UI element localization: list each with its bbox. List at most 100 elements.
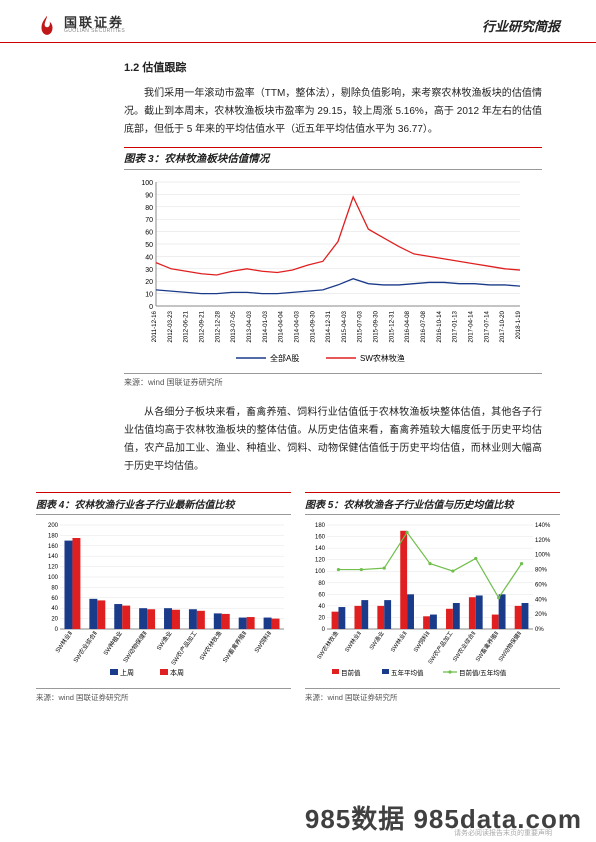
svg-text:180: 180 [315, 523, 326, 529]
svg-text:100%: 100% [535, 553, 551, 559]
svg-text:0: 0 [55, 627, 59, 633]
chart4-title: 图表 4：农林牧渔行业各子行业最新估值比较 [36, 492, 291, 515]
watermark: 985数据 985data.com [305, 799, 582, 836]
svg-text:目前值/五年均值: 目前值/五年均值 [459, 668, 507, 677]
svg-text:SW渔业: SW渔业 [367, 629, 386, 651]
report-header: 国联证券 GUOLIAN SECURITIES 行业研究简报 [0, 0, 596, 43]
svg-text:80: 80 [145, 205, 153, 212]
svg-text:SW农业综合Ⅱ: SW农业综合Ⅱ [71, 630, 99, 665]
chart3-block: 图表 3：农林牧渔板块估值情况 010203040506070809010020… [124, 147, 542, 396]
svg-text:20: 20 [51, 617, 58, 623]
svg-text:120: 120 [315, 558, 326, 564]
svg-text:80: 80 [51, 585, 58, 591]
svg-text:上周: 上周 [120, 668, 134, 677]
svg-text:20%: 20% [535, 612, 548, 618]
svg-text:SW畜禽养殖Ⅱ: SW畜禽养殖Ⅱ [473, 629, 500, 663]
svg-text:2017-07-14: 2017-07-14 [483, 310, 490, 342]
chart3-source: 来源：wind 国联证券研究所 [124, 374, 542, 396]
report-type: 行业研究简报 [482, 16, 560, 35]
svg-text:SW林业Ⅱ: SW林业Ⅱ [389, 629, 409, 653]
chart4-svg: 020406080100120140160180200SW林业ⅡSW农业综合ⅡS… [38, 521, 288, 681]
svg-text:2015-04-03: 2015-04-03 [341, 310, 348, 342]
svg-text:60%: 60% [535, 582, 548, 588]
svg-text:50: 50 [145, 242, 153, 249]
svg-text:160: 160 [315, 535, 326, 541]
svg-text:60: 60 [145, 230, 153, 237]
svg-text:SW种植业: SW种植业 [101, 630, 123, 657]
svg-text:SW林业Ⅱ: SW林业Ⅱ [53, 630, 74, 655]
svg-text:100: 100 [48, 575, 59, 581]
svg-text:10: 10 [145, 292, 153, 299]
svg-text:70: 70 [145, 217, 153, 224]
svg-text:SW林业Ⅱ: SW林业Ⅱ [343, 629, 363, 653]
svg-text:40: 40 [145, 254, 153, 261]
logo-cn-text: 国联证券 [64, 16, 125, 30]
svg-text:2015-07-03: 2015-07-03 [357, 310, 364, 342]
svg-text:2012-06-21: 2012-06-21 [183, 310, 190, 342]
paragraph-2: 从各细分子板块来看，畜禽养殖、饲料行业估值低于农林牧渔板块整体估值，其他各子行业… [124, 404, 542, 476]
main-content: 1.2 估值跟踪 我们采用一年滚动市盈率（TTM，整体法），剔除负值影响，来考察… [0, 43, 596, 492]
svg-text:40%: 40% [535, 597, 548, 603]
svg-text:2017-10-20: 2017-10-20 [499, 310, 506, 342]
svg-text:SW农林牧渔: SW农林牧渔 [315, 629, 340, 660]
svg-text:SW农林牧渔: SW农林牧渔 [360, 353, 405, 363]
svg-text:40: 40 [51, 606, 58, 612]
svg-text:2014-09-30: 2014-09-30 [309, 310, 316, 342]
svg-text:2016-07-08: 2016-07-08 [420, 310, 427, 342]
svg-text:120: 120 [48, 565, 59, 571]
chart4-source: 来源：wind 国联证券研究所 [36, 689, 291, 711]
svg-text:SW农产品加工: SW农产品加工 [169, 630, 198, 667]
chart5-source: 来源：wind 国联证券研究所 [305, 689, 560, 711]
svg-text:180: 180 [48, 533, 59, 539]
svg-text:200: 200 [48, 523, 59, 529]
svg-text:2013-04-03: 2013-04-03 [246, 310, 253, 342]
svg-text:2014-04-04: 2014-04-04 [278, 310, 285, 342]
paragraph-1: 我们采用一年滚动市盈率（TTM，整体法），剔除负值影响，来考察农林牧渔板块的估值… [124, 85, 542, 139]
svg-text:140: 140 [48, 554, 59, 560]
svg-text:SW农业综合Ⅱ: SW农业综合Ⅱ [451, 629, 478, 663]
svg-text:2014-01-03: 2014-01-03 [262, 310, 269, 342]
svg-text:2012-12-28: 2012-12-28 [214, 310, 221, 342]
svg-text:80: 80 [318, 581, 325, 587]
svg-text:2017-04-14: 2017-04-14 [468, 310, 475, 342]
svg-text:20: 20 [145, 279, 153, 286]
svg-text:2012-03-23: 2012-03-23 [167, 310, 174, 342]
section-title: 1.2 估值跟踪 [124, 59, 542, 75]
svg-text:2012-09-21: 2012-09-21 [198, 310, 205, 342]
svg-text:140%: 140% [535, 523, 551, 529]
svg-text:2014-12-31: 2014-12-31 [325, 310, 332, 342]
svg-text:SW动物保健Ⅱ: SW动物保健Ⅱ [496, 629, 523, 663]
chart4-block: 图表 4：农林牧渔行业各子行业最新估值比较 0 20 40 60 80 100 120 140… [36, 492, 291, 711]
brand-logo: 国联证券 GUOLIAN SECURITIES [36, 14, 125, 36]
svg-text:80%: 80% [535, 568, 548, 574]
svg-text:2013-07-05: 2013-07-05 [230, 310, 237, 342]
svg-text:0%: 0% [535, 627, 544, 633]
chart3-svg: 01020304050607080901002011-12-162012-03-… [126, 176, 526, 366]
svg-text:SW渔业: SW渔业 [155, 630, 174, 652]
svg-text:SW畜禽养殖Ⅱ: SW畜禽养殖Ⅱ [221, 630, 249, 665]
svg-text:140: 140 [315, 546, 326, 552]
svg-text:2011-12-16: 2011-12-16 [151, 310, 158, 342]
svg-text:2015-09-30: 2015-09-30 [373, 310, 380, 342]
chart5-title: 图表 5：农林牧渔各子行业估值与历史均值比较 [305, 492, 560, 515]
chart5-area: 0204060801001201401601800%20%40%60%80%10… [305, 515, 560, 689]
svg-text:目前值: 目前值 [341, 668, 361, 677]
svg-text:本周: 本周 [170, 668, 184, 677]
svg-text:2016-04-08: 2016-04-08 [404, 310, 411, 342]
svg-text:40: 40 [318, 604, 325, 610]
chart4-area: 020406080100120140160180200SW林业ⅡSW农业综合ⅡS… [36, 515, 291, 689]
svg-text:SW农林牧渔: SW农林牧渔 [198, 630, 224, 662]
svg-text:160: 160 [48, 544, 59, 550]
svg-text:100: 100 [315, 569, 326, 575]
svg-text:0: 0 [149, 304, 153, 311]
svg-text:90: 90 [145, 192, 153, 199]
chart5-svg: 0204060801001201401601800%20%40%60%80%10… [307, 521, 557, 681]
svg-text:2016-10-14: 2016-10-14 [436, 310, 443, 342]
svg-text:30: 30 [145, 267, 153, 274]
svg-text:SW饲料Ⅱ: SW饲料Ⅱ [253, 630, 274, 655]
svg-text:60: 60 [51, 596, 58, 602]
svg-text:0: 0 [322, 627, 326, 633]
svg-text:2018-1-19: 2018-1-19 [515, 310, 522, 339]
svg-text:2015-12-31: 2015-12-31 [388, 310, 395, 342]
chart3-area: 01020304050607080901002011-12-162012-03-… [124, 170, 542, 374]
